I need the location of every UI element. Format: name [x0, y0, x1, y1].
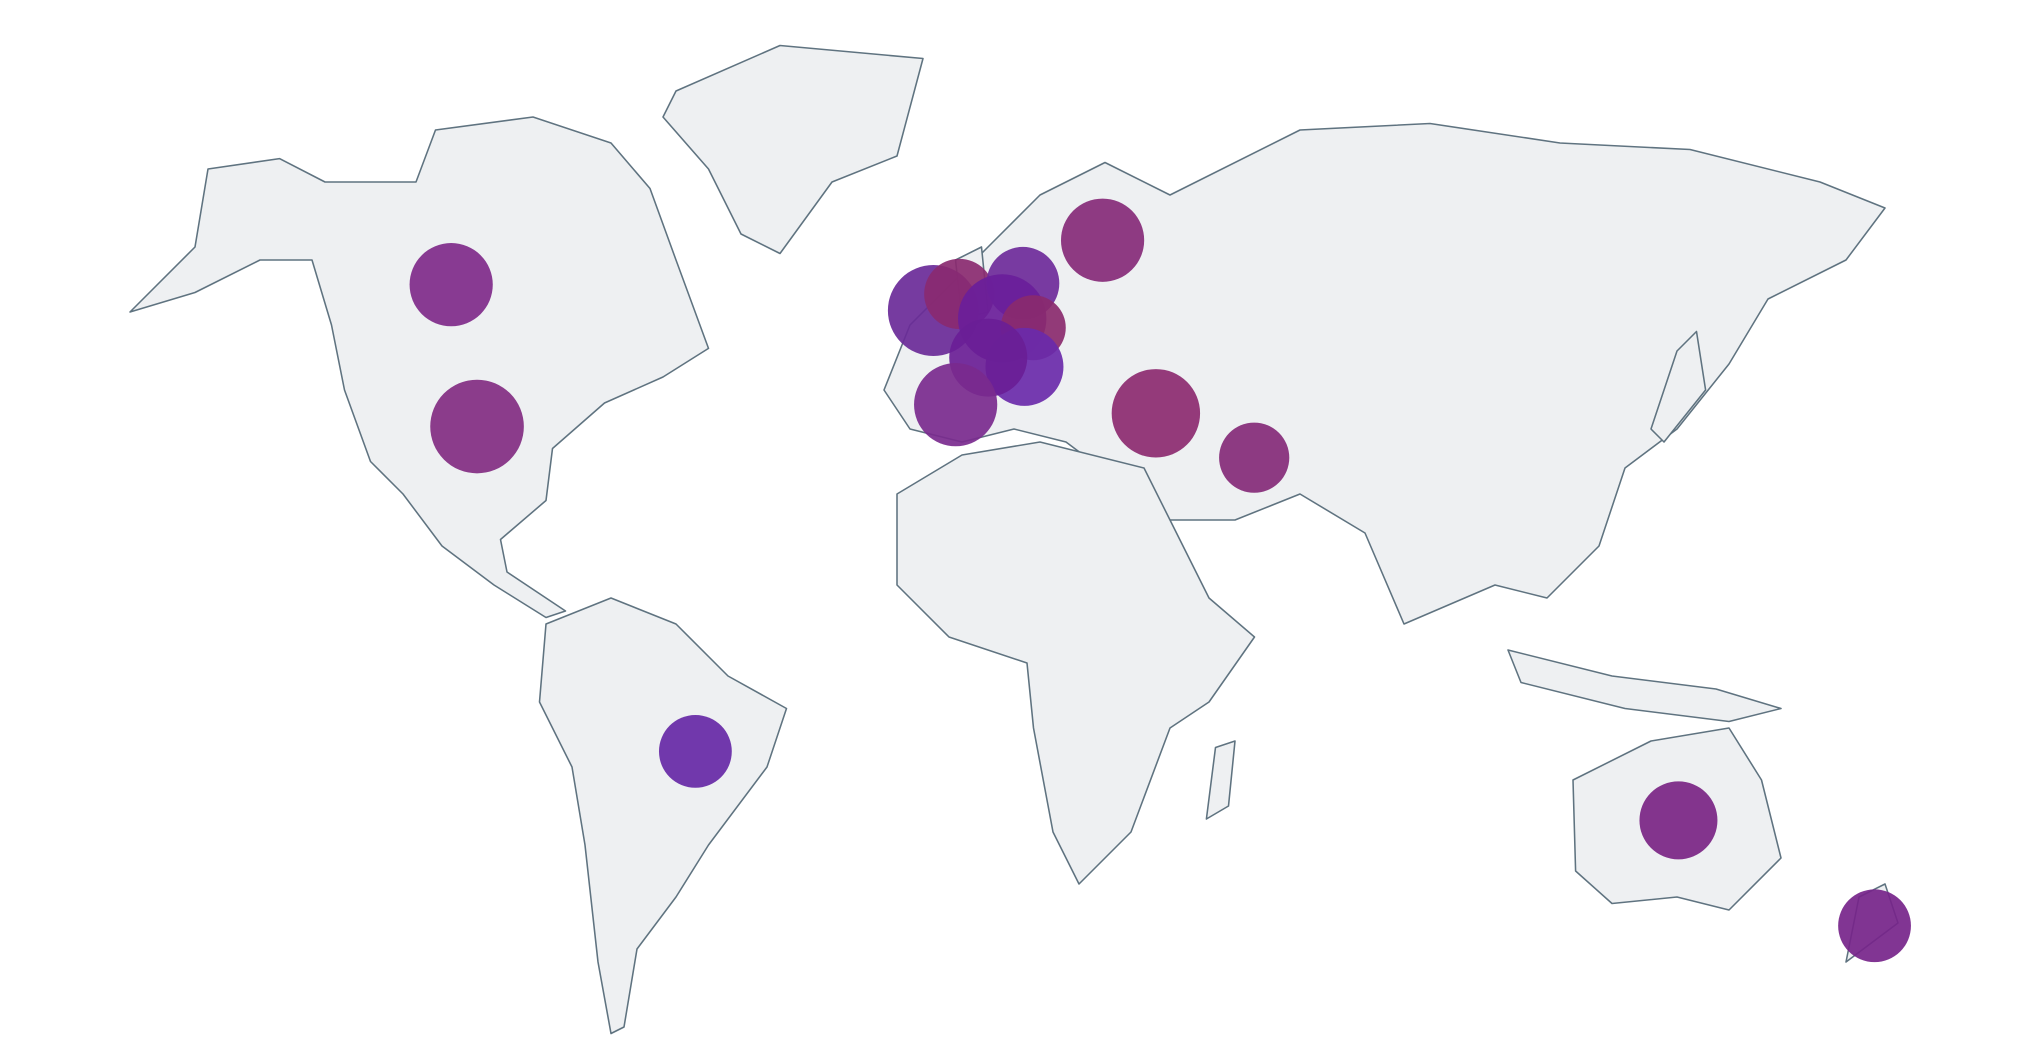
bubble: [658, 715, 732, 788]
bubble: [1219, 422, 1290, 493]
japan: [1650, 330, 1707, 443]
south-america: [538, 597, 788, 1035]
greenland: [662, 44, 924, 255]
land-layer: [129, 44, 1899, 1035]
bubble: [1838, 889, 1911, 963]
madagascar: [1205, 740, 1236, 820]
bubble: [1060, 198, 1145, 282]
bubble: [1639, 781, 1718, 860]
north-america: [129, 116, 710, 619]
bubble: [430, 379, 524, 474]
bubble: [1111, 369, 1201, 458]
indonesia: [1507, 649, 1782, 723]
bubble: [914, 363, 998, 447]
bubble: [409, 243, 493, 327]
africa: [896, 441, 1256, 885]
